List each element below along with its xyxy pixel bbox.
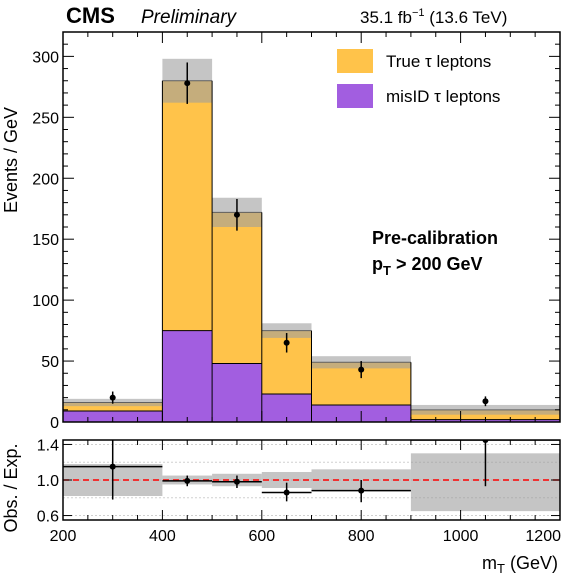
x-tick-label: 200 — [50, 528, 77, 545]
data-point — [283, 339, 290, 346]
ratio-point — [358, 487, 365, 494]
uncertainty-band — [261, 323, 312, 338]
x-tick-label: 400 — [149, 528, 176, 545]
misid-tau-bar — [63, 411, 163, 422]
ratio-plot-area — [63, 440, 560, 517]
ratio-point — [109, 463, 116, 470]
main-y-tick-label: 250 — [32, 110, 59, 127]
true-tau-bar — [162, 80, 213, 331]
legend: True τ leptons misID τ leptons — [337, 49, 500, 108]
ratio-y-axis-label: Obs. / Exp. — [1, 443, 21, 532]
main-y-tick-label: 150 — [32, 232, 59, 249]
main-y-tick-label: 300 — [32, 49, 59, 66]
ratio-point — [283, 489, 290, 496]
main-y-tick-label: 200 — [32, 171, 59, 188]
luminosity-label: 35.1 fb−1 (13.6 TeV) — [360, 7, 507, 27]
x-axis-label: mT (GeV) — [482, 553, 558, 574]
legend-swatch-misid-tau — [337, 84, 373, 108]
data-point — [358, 366, 365, 373]
pt-cut-note: pT > 200 GeV — [372, 254, 483, 278]
main-y-tick-label: 0 — [50, 415, 59, 432]
ratio-y-tick-label: 1.4 — [37, 437, 59, 454]
x-tick-label: 1000 — [443, 528, 479, 545]
misid-tau-bar — [162, 330, 213, 422]
true-tau-bar — [63, 402, 163, 412]
preliminary-label: Preliminary — [141, 7, 238, 28]
misid-tau-bar — [212, 363, 262, 422]
ratio-y-tick-label: 0.6 — [37, 509, 59, 526]
main-y-tick-label: 50 — [41, 354, 59, 371]
data-point — [109, 394, 116, 401]
ratio-point — [233, 478, 240, 485]
cms-label: CMS — [66, 3, 115, 28]
legend-swatch-true-tau — [337, 49, 373, 73]
legend-label-misid-tau: misID τ leptons — [386, 87, 500, 106]
ratio-panel: 0.6 1.0 1.4 200 400 600 800 1000 1200 — [37, 437, 561, 545]
x-tick-label: 800 — [348, 528, 375, 545]
data-point — [482, 398, 489, 405]
x-tick-label: 1200 — [525, 528, 561, 545]
legend-label-true-tau: True τ leptons — [386, 52, 491, 71]
ratio-y-tick-label: 1.0 — [37, 473, 59, 490]
x-tick-label: 600 — [248, 528, 275, 545]
main-panel: 0 50 100 150 200 250 300 — [32, 31, 561, 432]
data-point — [184, 80, 191, 87]
data-point — [233, 211, 240, 218]
main-plot-area — [63, 58, 560, 422]
true-tau-bar — [212, 212, 262, 364]
main-y-axis-label: Events / GeV — [1, 107, 21, 213]
precalibration-note: Pre-calibration — [372, 228, 498, 248]
ratio-point — [184, 477, 191, 484]
uncertainty-band — [410, 404, 560, 415]
main-y-tick-label: 100 — [32, 293, 59, 310]
